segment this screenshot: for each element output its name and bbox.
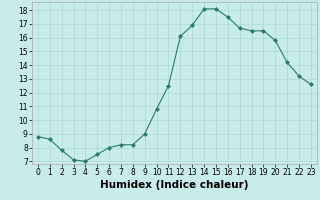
- X-axis label: Humidex (Indice chaleur): Humidex (Indice chaleur): [100, 180, 249, 190]
